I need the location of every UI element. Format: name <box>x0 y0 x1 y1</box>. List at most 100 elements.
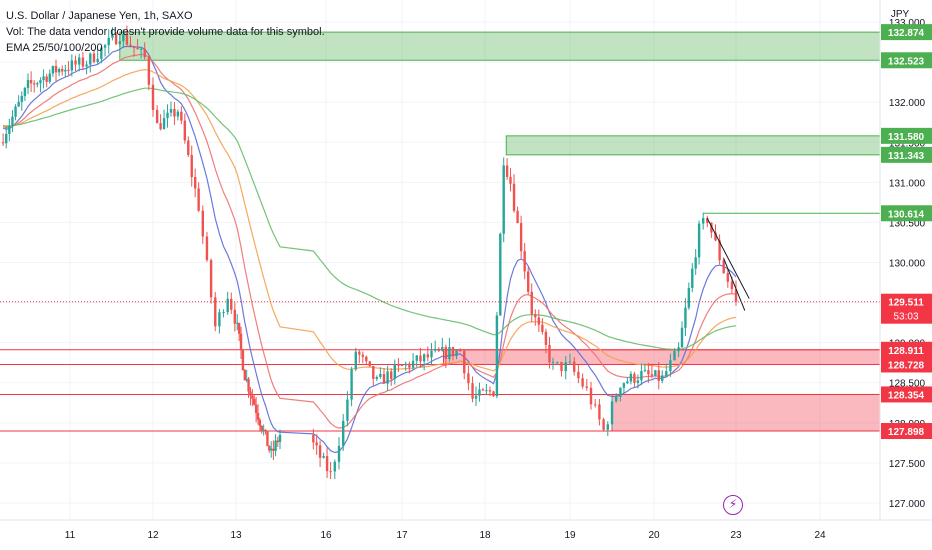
time-tick-label: 11 <box>65 530 76 541</box>
candle-body <box>254 404 258 413</box>
candle-body <box>665 371 668 376</box>
candle-body <box>434 348 437 351</box>
candle <box>434 340 437 353</box>
candle-body <box>5 133 8 144</box>
candle <box>665 363 668 378</box>
candle-body <box>114 34 118 45</box>
candle-body <box>276 440 279 443</box>
candle-body <box>205 236 209 261</box>
candle-body <box>17 101 20 107</box>
candle <box>54 59 58 82</box>
candle-body <box>325 456 329 472</box>
candle-body <box>643 370 647 372</box>
candle <box>426 346 430 362</box>
candle-body <box>710 222 713 233</box>
price-tag-label: 128.911 <box>888 346 924 357</box>
candle-body <box>26 80 30 88</box>
candle <box>218 308 221 334</box>
candle <box>564 356 567 380</box>
candle <box>214 291 217 332</box>
candle <box>375 375 378 381</box>
candle <box>499 232 502 316</box>
candle <box>350 366 353 407</box>
price-tag-label: 131.343 <box>888 151 925 162</box>
candle <box>390 368 393 386</box>
candle <box>422 353 426 371</box>
candle <box>408 361 411 374</box>
candle <box>372 365 375 386</box>
candle <box>159 114 162 131</box>
candle <box>166 104 169 128</box>
time-tick-label: 12 <box>147 530 159 541</box>
candle-body <box>258 419 262 426</box>
candle <box>647 363 650 383</box>
candle-body <box>67 69 70 71</box>
candle <box>270 441 273 458</box>
candle-body <box>677 347 680 352</box>
last-price-label: 129.511 <box>888 298 924 309</box>
candle-body <box>42 76 45 81</box>
candle <box>129 36 132 48</box>
candle-body <box>274 440 277 451</box>
candle-body <box>734 289 738 302</box>
candle-body <box>415 355 418 361</box>
price-tag: 128.728 <box>881 356 932 373</box>
candle-body <box>245 378 248 381</box>
candle <box>276 436 279 447</box>
candle-body <box>8 126 11 134</box>
candle-body <box>650 374 654 376</box>
candle-body <box>197 188 200 211</box>
candle <box>176 109 180 121</box>
last-price-bg <box>881 293 932 324</box>
candle-body <box>251 395 254 399</box>
time-tick-label: 17 <box>396 530 408 541</box>
candle-body <box>162 118 166 130</box>
candle-body <box>262 429 265 432</box>
candle-body <box>697 223 701 258</box>
candle <box>36 81 39 88</box>
candle-body <box>626 381 629 384</box>
candle <box>243 369 246 381</box>
candle <box>581 373 584 389</box>
candle-body <box>629 373 633 382</box>
candle-body <box>132 46 136 48</box>
candle <box>530 283 533 323</box>
supply-zone <box>505 135 881 156</box>
candle <box>361 351 364 364</box>
candle-body <box>706 218 709 223</box>
candle-body <box>509 176 512 184</box>
time-tick-label: 19 <box>564 530 576 541</box>
candle <box>39 77 42 93</box>
candle-body <box>379 373 382 377</box>
candle-body <box>61 69 64 72</box>
candle-body <box>602 419 605 430</box>
candle-body <box>404 363 407 366</box>
candle <box>11 110 14 133</box>
last-price-tag: 129.511 53:03 <box>881 293 932 324</box>
candle <box>155 105 159 124</box>
time-tick-label: 13 <box>230 530 242 541</box>
candle-body <box>661 375 664 381</box>
candle <box>190 145 193 187</box>
time-tick-label: 24 <box>814 530 826 541</box>
candle <box>441 337 444 352</box>
candle <box>266 430 269 447</box>
candle <box>400 364 404 366</box>
candle-body <box>444 347 448 360</box>
candle-body <box>382 373 386 384</box>
candle <box>714 224 717 242</box>
candle-body <box>278 434 282 443</box>
candle <box>247 376 250 398</box>
lightning-icon[interactable]: ⚡ <box>723 495 743 515</box>
candle <box>169 101 173 117</box>
candle-body <box>233 309 237 324</box>
price-tag-label: 132.874 <box>888 28 925 39</box>
candle-body <box>159 123 162 130</box>
candle <box>17 95 20 108</box>
candle-body <box>222 312 225 314</box>
candle-body <box>176 111 180 117</box>
candle <box>718 234 721 265</box>
candle <box>379 367 382 379</box>
